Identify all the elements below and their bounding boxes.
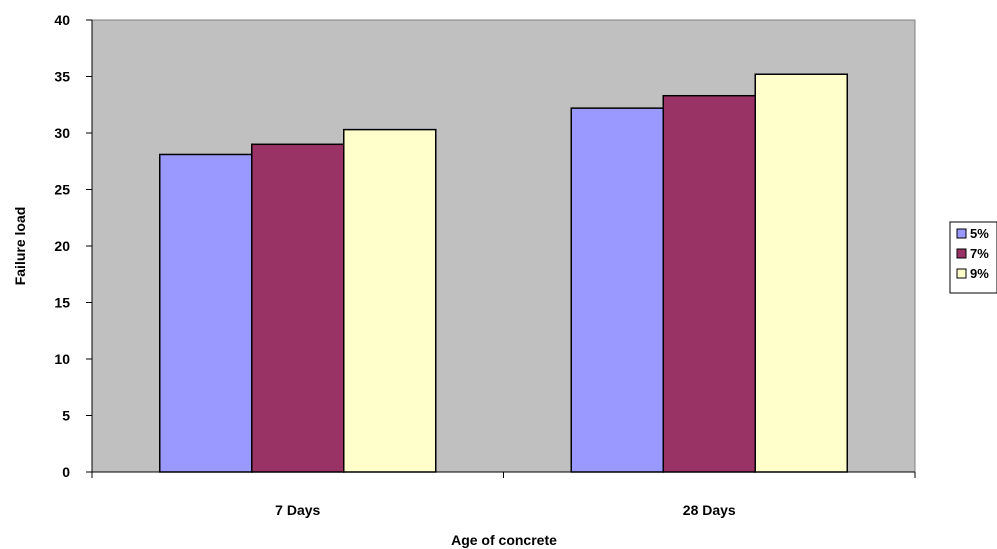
legend-swatch (956, 248, 967, 259)
y-tick-label: 25 (54, 182, 70, 198)
y-tick-label: 40 (54, 12, 70, 28)
legend-swatch (956, 228, 967, 239)
bar-5pct-28-days (570, 107, 664, 473)
bar-5pct-7-days (159, 153, 253, 473)
x-axis-ticks (91, 472, 916, 478)
y-axis-ticks: 0 5 10 15 20 25 30 35 40 (54, 12, 92, 480)
x-category-label: 7 Days (275, 502, 320, 518)
y-tick-label: 5 (62, 408, 70, 424)
y-tick-label: 35 (54, 69, 70, 85)
x-category-label: 28 Days (683, 502, 736, 518)
legend: 5% 7% 9% (949, 221, 997, 294)
bar-7pct-28-days (662, 94, 756, 473)
x-axis-title: Age of concrete (451, 532, 557, 548)
bars (159, 73, 848, 473)
bar-9pct-7-days (343, 128, 437, 473)
legend-label: 5% (970, 226, 989, 241)
legend-label: 9% (970, 266, 989, 281)
bar-7pct-7-days (251, 143, 345, 473)
legend-label: 7% (970, 246, 989, 261)
y-tick-label: 0 (62, 464, 70, 480)
y-tick-label: 15 (54, 295, 70, 311)
x-category-labels: 7 Days 28 Days (275, 502, 736, 518)
y-axis-title: Failure load (12, 207, 28, 286)
y-tick-label: 20 (54, 238, 70, 254)
y-tick-label: 10 (54, 351, 70, 367)
bar-9pct-28-days (754, 73, 848, 473)
legend-swatch (956, 268, 967, 279)
y-tick-label: 30 (54, 125, 70, 141)
